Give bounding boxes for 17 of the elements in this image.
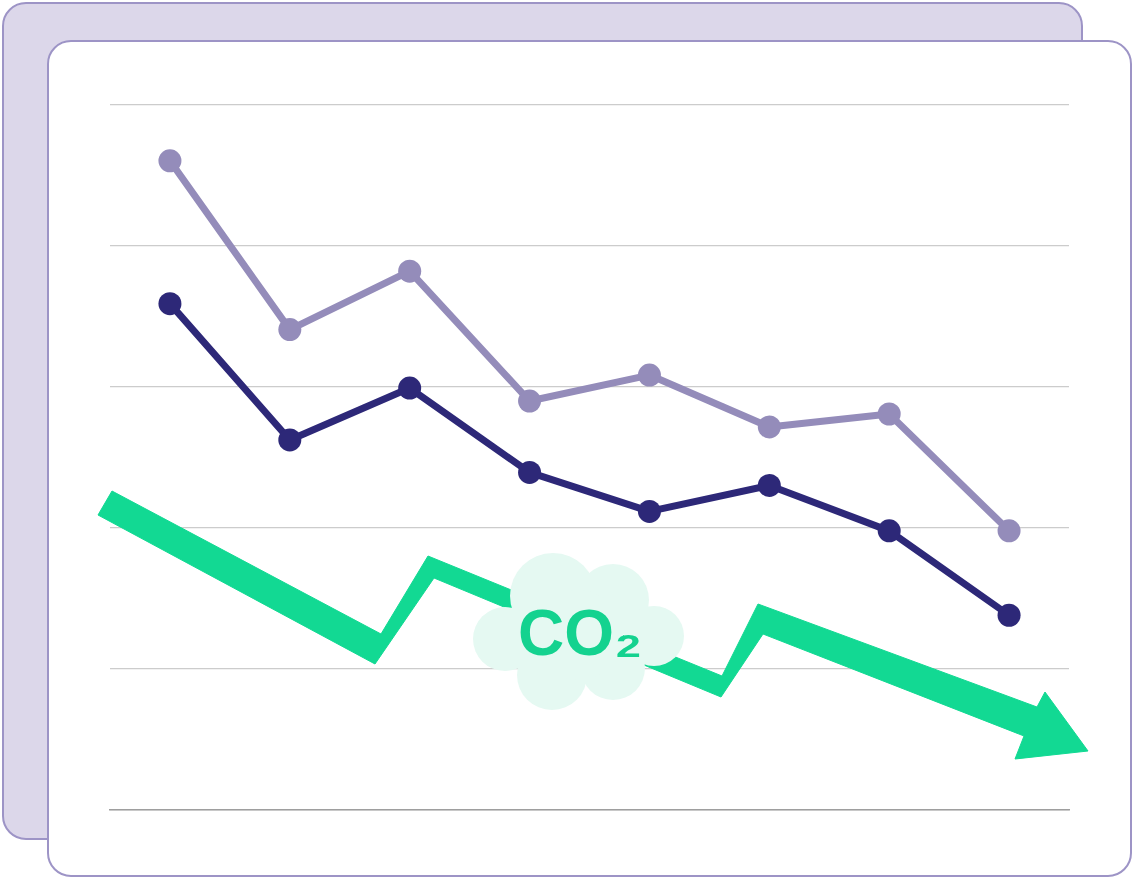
point [637, 363, 661, 387]
point [398, 376, 422, 400]
point [997, 519, 1021, 543]
point [637, 499, 661, 523]
point [158, 149, 182, 173]
point [757, 473, 781, 497]
point [278, 428, 302, 452]
point [997, 603, 1021, 627]
point [278, 318, 302, 342]
point [877, 402, 901, 426]
point [158, 292, 182, 316]
annotation: CO₂ [518, 597, 643, 669]
point [757, 415, 781, 439]
point [398, 259, 422, 283]
point [518, 389, 542, 413]
point [877, 519, 901, 543]
point [518, 460, 542, 484]
